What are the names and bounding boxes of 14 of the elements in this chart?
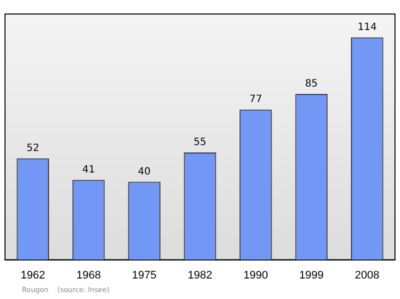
x-tick-label: 2008 bbox=[354, 269, 380, 282]
data-label: 40 bbox=[138, 166, 151, 178]
data-label: 77 bbox=[249, 94, 262, 106]
x-tick-label: 1982 bbox=[188, 269, 212, 282]
x-tick-label: 1968 bbox=[76, 269, 101, 282]
data-label: 52 bbox=[26, 142, 40, 154]
x-tick-label: 1975 bbox=[132, 269, 157, 282]
data-label: 114 bbox=[358, 22, 377, 34]
x-tick-label: 1962 bbox=[20, 269, 46, 282]
data-label: 55 bbox=[194, 137, 206, 148]
x-tick-label: 1990 bbox=[243, 269, 268, 282]
data-label: 85 bbox=[305, 78, 318, 90]
data-label: 41 bbox=[82, 164, 95, 176]
x-tick-label: 1999 bbox=[299, 269, 324, 282]
